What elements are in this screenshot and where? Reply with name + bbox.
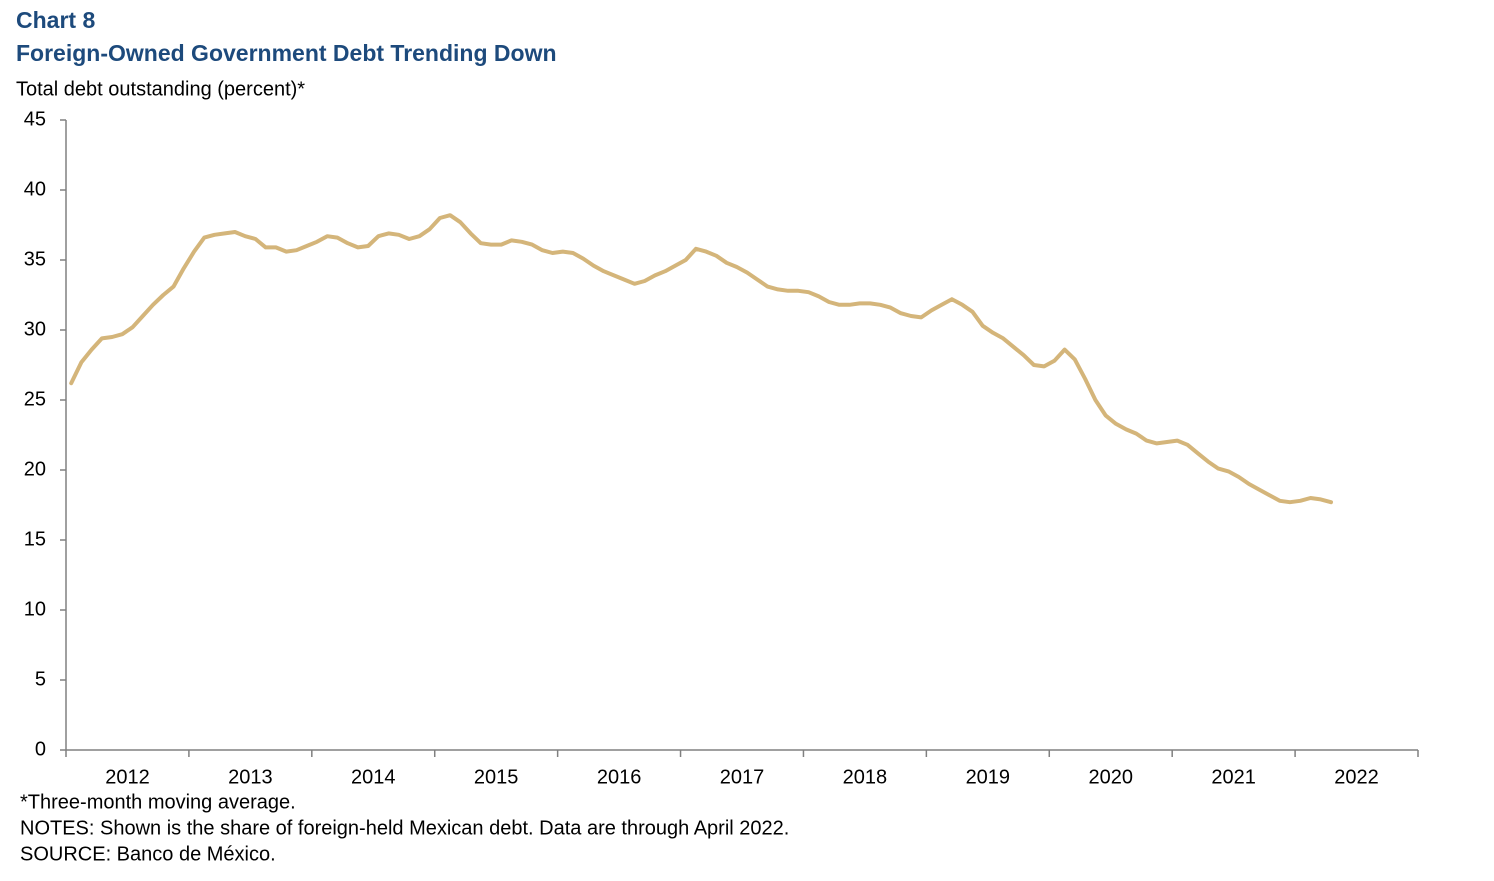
y-tick-label: 40 [24, 178, 46, 200]
chart-subtitle: Foreign-Owned Government Debt Trending D… [16, 40, 557, 66]
y-tick-label: 5 [35, 668, 46, 690]
x-tick-label: 2012 [105, 766, 150, 788]
x-tick-label: 2022 [1334, 766, 1379, 788]
footnote: *Three-month moving average. [20, 791, 296, 813]
chart-title: Chart 8 [16, 7, 95, 33]
y-tick-label: 25 [24, 388, 46, 410]
data-line [69, 213, 1333, 505]
y-tick-label: 20 [24, 458, 46, 480]
y-tick-label: 45 [24, 108, 46, 130]
y-tick-label: 15 [24, 528, 46, 550]
footnote: SOURCE: Banco de México. [20, 843, 276, 865]
footnote: NOTES: Shown is the share of foreign-hel… [20, 817, 789, 839]
y-tick-label: 10 [24, 598, 46, 620]
y-tick-label: 30 [24, 318, 46, 340]
y-axis-label: Total debt outstanding (percent)* [16, 78, 305, 100]
x-tick-label: 2018 [843, 766, 888, 788]
x-tick-label: 2020 [1088, 766, 1133, 788]
x-tick-label: 2017 [720, 766, 765, 788]
y-tick-label: 0 [35, 738, 46, 760]
x-tick-label: 2013 [228, 766, 273, 788]
x-tick-label: 2015 [474, 766, 519, 788]
x-tick-label: 2016 [597, 766, 642, 788]
x-tick-label: 2019 [966, 766, 1011, 788]
x-tick-label: 2021 [1211, 766, 1256, 788]
x-tick-label: 2014 [351, 766, 396, 788]
y-tick-label: 35 [24, 248, 46, 270]
